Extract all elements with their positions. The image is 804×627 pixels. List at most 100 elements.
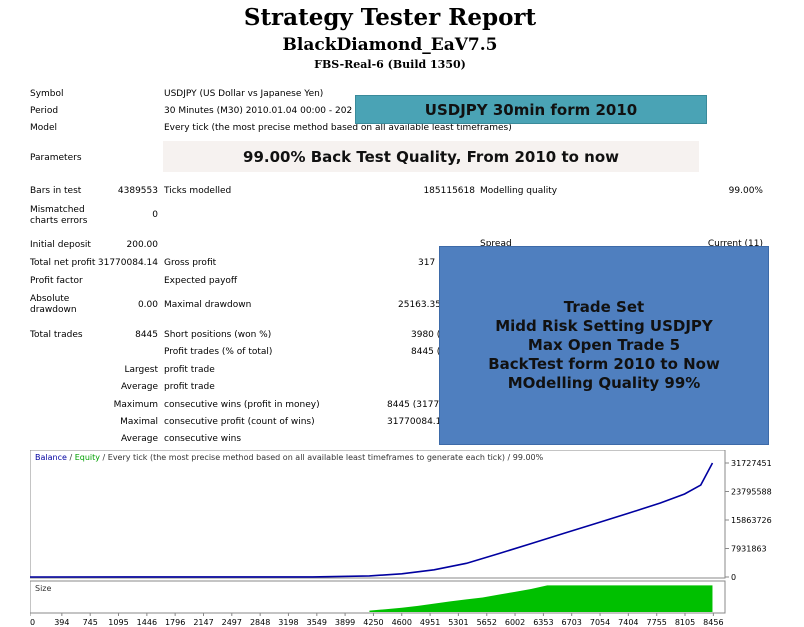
model-label: Model xyxy=(30,123,58,133)
y-tick-label: 0 xyxy=(731,573,736,582)
x-tick-label: 2848 xyxy=(250,618,270,627)
x-tick-label: 3198 xyxy=(278,618,298,627)
balance-line xyxy=(30,462,714,578)
model-value: Every tick (the most precise method base… xyxy=(164,123,512,133)
x-tick-label: 4600 xyxy=(392,618,412,627)
maxdd-value: 25163.35 xyxy=(398,300,441,310)
average-value: profit trade xyxy=(164,382,215,392)
mismatch-label-1: Mismatched xyxy=(30,205,85,215)
absdd-label-1: Absolute xyxy=(30,294,70,304)
x-tick-label: 5301 xyxy=(448,618,468,627)
mismatch-label-2: charts errors xyxy=(30,216,88,226)
short-value: 3980 (1 xyxy=(411,330,447,340)
absdd-value: 0.00 xyxy=(137,300,158,310)
ea-name: BlackDiamond_EaV7.5 xyxy=(282,35,498,55)
symbol-label: Symbol xyxy=(30,89,64,99)
maxcw-num: 8445 (3177 xyxy=(387,400,440,410)
x-tick-label: 4250 xyxy=(363,618,383,627)
trade-set-line-1: Trade Set xyxy=(563,298,645,316)
x-tick-label: 1446 xyxy=(137,618,157,627)
avgcw-value: consecutive wins xyxy=(164,434,242,444)
period-label: Period xyxy=(30,106,59,116)
mq-label: Modelling quality xyxy=(480,186,558,196)
x-tick-label: 0 xyxy=(30,618,35,627)
trade-set-box: Trade Set Midd Risk Setting USDJPY Max O… xyxy=(439,246,769,445)
absdd-label-2: drawdown xyxy=(30,305,77,315)
x-tick-label: 7054 xyxy=(590,618,610,627)
pt-value: 8445 (1 xyxy=(411,347,447,357)
bars-value: 4389553 xyxy=(117,186,158,196)
x-tick-label: 7404 xyxy=(618,618,638,627)
short-label: Short positions (won %) xyxy=(164,330,272,340)
average-label: Average xyxy=(121,382,158,392)
x-tick-label: 6002 xyxy=(505,618,525,627)
bars-label: Bars in test xyxy=(30,186,82,196)
report-title: Strategy Tester Report xyxy=(243,4,537,31)
y-tick-label: 31727451 xyxy=(731,459,772,468)
pt-label: Profit trades (% of total) xyxy=(164,347,273,357)
x-tick-label: 8105 xyxy=(675,618,695,627)
x-tick-label: 6703 xyxy=(562,618,582,627)
netprofit-value: 31770084.14 xyxy=(97,258,158,268)
legend-rest: / Every tick (the most precise method ba… xyxy=(100,453,544,462)
x-tick-label: 8456 xyxy=(703,618,723,627)
legend-sep: / xyxy=(67,453,75,462)
trades-label: Total trades xyxy=(30,330,83,340)
maxcw-value: consecutive wins (profit in money) xyxy=(164,400,320,410)
spread-label: Spread xyxy=(480,239,512,249)
grossprofit-value: 317 xyxy=(418,258,436,268)
avgcw-label: Average xyxy=(121,434,158,444)
balance-chart: Balance / Equity / Every tick (the most … xyxy=(30,450,772,627)
ticks-label: Ticks modelled xyxy=(164,186,232,196)
main-plot-frame xyxy=(30,450,726,579)
largest-label: Largest xyxy=(124,365,158,375)
legend-equity: Equity xyxy=(75,453,101,462)
size-label: Size xyxy=(35,584,52,593)
x-tick-label: 3549 xyxy=(307,618,327,627)
server-build: FBS-Real-6 (Build 1350) xyxy=(314,58,466,71)
legend-balance: Balance xyxy=(35,453,67,462)
netprofit-label: Total net profit xyxy=(30,258,96,268)
x-tick-label: 1095 xyxy=(108,618,128,627)
parameters-label: Parameters xyxy=(30,153,82,163)
x-tick-label: 2497 xyxy=(222,618,242,627)
mismatch-value: 0 xyxy=(152,210,158,220)
trade-set-line-2: Midd Risk Setting USDJPY xyxy=(495,317,713,335)
trades-value: 8445 xyxy=(135,330,158,340)
deposit-value: 200.00 xyxy=(126,240,159,250)
pf-label: Profit factor xyxy=(30,276,83,286)
trade-set-line-3: Max Open Trade 5 xyxy=(527,336,681,354)
x-tick-label: 745 xyxy=(83,618,98,627)
y-tick-label: 23795588 xyxy=(731,488,772,497)
x-tick-label: 7755 xyxy=(647,618,667,627)
maxcp-label: Maximal xyxy=(120,417,158,427)
size-area xyxy=(369,585,713,612)
maxcp-num: 31770084.1 xyxy=(387,417,442,427)
x-tick-label: 4951 xyxy=(420,618,440,627)
period-value: 30 Minutes (M30) 2010.01.04 00:00 - 202 xyxy=(164,106,353,116)
y-tick-label: 15863726 xyxy=(731,516,772,525)
x-tick-label: 1796 xyxy=(165,618,185,627)
chart-legend: Balance / Equity / Every tick (the most … xyxy=(35,453,544,462)
x-tick-label: 5652 xyxy=(477,618,497,627)
mq-value: 99.00% xyxy=(728,186,763,196)
x-tick-label: 6353 xyxy=(533,618,553,627)
symbol-value: USDJPY (US Dollar vs Japanese Yen) xyxy=(164,89,324,99)
spread-value: Current (11) xyxy=(707,239,763,249)
deposit-label: Initial deposit xyxy=(30,240,91,250)
maxcp-value: consecutive profit (count of wins) xyxy=(164,417,315,427)
ticks-value: 185115618 xyxy=(423,186,475,196)
symbol-banner: USDJPY 30min form 2010 xyxy=(355,95,707,124)
largest-value: profit trade xyxy=(164,365,215,375)
x-tick-label: 3899 xyxy=(335,618,355,627)
maxcw-label: Maximum xyxy=(113,400,158,410)
ep-label: Expected payoff xyxy=(164,276,238,286)
trade-set-line-5: MOdelling Quality 99% xyxy=(507,374,701,392)
quality-banner: 99.00% Back Test Quality, From 2010 to n… xyxy=(163,141,699,172)
y-tick-label: 7931863 xyxy=(731,545,767,554)
grossprofit-label: Gross profit xyxy=(164,258,217,268)
trade-set-line-4: BackTest form 2010 to Now xyxy=(488,355,720,373)
x-tick-label: 2147 xyxy=(193,618,213,627)
x-tick-label: 394 xyxy=(54,618,69,627)
maxdd-label: Maximal drawdown xyxy=(164,300,252,310)
